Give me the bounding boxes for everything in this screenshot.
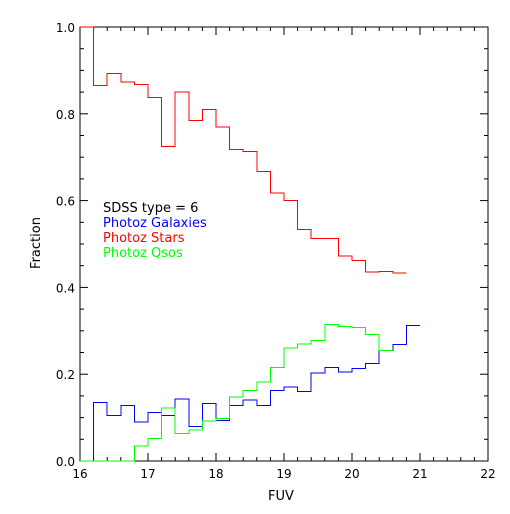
x-tick-label: 16 — [72, 467, 87, 481]
y-tick-label: 0.4 — [56, 281, 75, 295]
legend-entry-galaxies: Photoz Galaxies — [103, 216, 207, 231]
legend-entry-stars: Photoz Stars — [103, 231, 185, 246]
y-axis-label: Fraction — [29, 217, 44, 269]
x-tick-label: 21 — [412, 467, 427, 481]
x-tick-label: 19 — [276, 467, 291, 481]
x-tick-label: 17 — [140, 467, 155, 481]
series-photoz-galaxies — [80, 325, 420, 462]
y-tick-label: 0.2 — [56, 368, 75, 382]
legend-header: SDSS type = 6 — [103, 201, 198, 216]
x-tick-label: 18 — [208, 467, 223, 481]
x-tick-label: 22 — [480, 467, 495, 481]
y-tick-label: 0.6 — [56, 195, 75, 209]
legend-entry-qsos: Photoz Qsos — [103, 246, 183, 261]
y-tick-label: 1.0 — [56, 21, 75, 35]
y-tick-label: 0.0 — [56, 455, 75, 469]
series-photoz-stars — [80, 26, 407, 274]
axis-ticks: 16 17 18 19 20 21 22 0.0 0.2 0.4 0.6 0.8 1.0 — [56, 21, 496, 481]
series-line-photoz-galaxies — [80, 325, 420, 462]
data-series — [80, 26, 420, 462]
x-tick-label: 20 — [344, 467, 359, 481]
axis-labels: FUV Fraction — [29, 217, 294, 504]
legend: SDSS type = 6 Photoz Galaxies Photoz Sta… — [103, 201, 207, 261]
y-tick-label: 0.8 — [56, 108, 75, 122]
series-photoz-qsos — [80, 323, 393, 462]
x-axis-label: FUV — [268, 489, 294, 504]
series-line-photoz-qsos — [80, 323, 393, 462]
series-line-photoz-stars — [80, 26, 407, 274]
